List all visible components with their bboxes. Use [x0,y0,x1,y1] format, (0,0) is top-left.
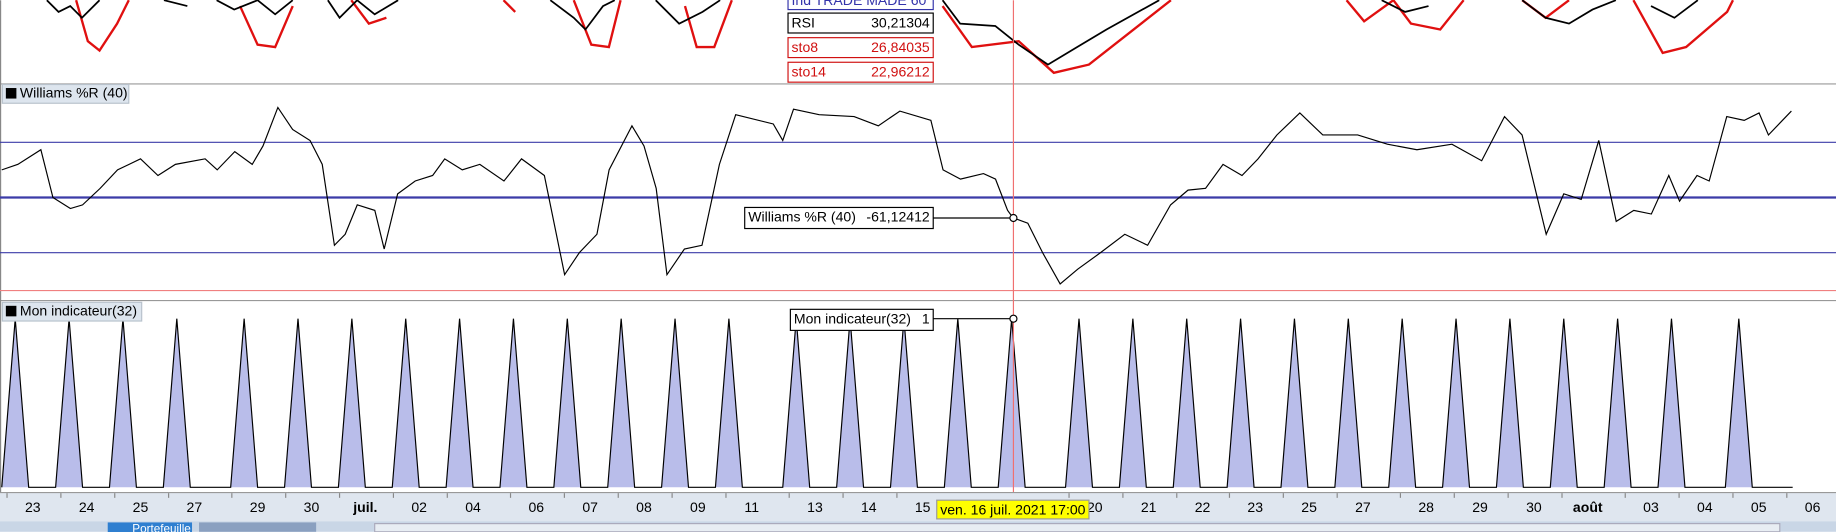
cursor-point [1009,213,1018,223]
rsi-line [46,0,1699,66]
legend-square [5,88,17,99]
x-tick-label: 23 [1247,499,1263,515]
x-tick-label: 28 [1418,499,1434,515]
indicator-label: Ind TRADE MADE 60 [792,0,927,8]
x-tick-label: 22 [1195,499,1211,515]
tooltip-value: 1 [922,311,930,327]
x-tick-label: 30 [1526,499,1542,515]
toolbar-button-label[interactable]: Portefeuille [132,523,190,532]
x-tick-label: 14 [861,499,877,515]
indicator-line [1,318,1793,488]
x-tick-label: 21 [1141,499,1157,515]
toolbar-icons[interactable] [199,522,317,532]
cursor-point [1009,314,1018,323]
x-tick-label: 27 [1355,499,1371,515]
cursor-date-box [936,499,1090,520]
tooltip-box [789,308,934,331]
toolbar-button[interactable] [107,522,193,532]
x-tick-label: 04 [465,499,481,515]
x-tick-label: 30 [304,499,320,515]
tooltip-box [787,0,934,11]
panel-title: Mon indicateur(32) [20,302,137,318]
tooltip-label: RSI [792,14,815,30]
x-tick-label: 25 [133,499,149,515]
x-axis-band [0,491,1836,522]
panel-title-box [1,301,143,322]
tooltip-label: sto14 [792,64,827,80]
x-tick-label: 23 [25,499,41,515]
x-tick-label: 15 [915,499,931,515]
tooltip-value: 26,84035 [871,39,930,55]
x-tick-label: 29 [1472,499,1488,515]
tooltip-label: Williams %R (40) [748,209,856,225]
panel-title: Williams %R (40) [20,85,128,101]
tooltip-box [787,37,934,59]
x-tick-label: 24 [79,499,95,515]
x-tick-label: 04 [1697,499,1713,515]
x-tick-label: 06 [528,499,544,515]
tooltip-label: Mon indicateur(32) [794,311,911,327]
x-tick-label: 09 [690,499,706,515]
top-tooltips: RSI 30,21304 sto8 26,84035 sto14 22,96212 [787,12,934,83]
x-tick-label: 07 [582,499,598,515]
x-tick-label: 13 [807,499,823,515]
x-tick-label: 02 [411,499,427,515]
top-oscillators [46,0,1735,75]
x-tick-label: juil. [352,499,377,515]
legend-square [5,305,17,317]
panel-title-box [1,83,130,104]
tooltip-label: sto8 [792,39,819,55]
x-tick-label: 05 [1751,499,1767,515]
x-tick-label: 11 [744,499,759,515]
x-tick-label: 03 [1643,499,1659,515]
tooltip-box [787,12,934,34]
x-tick-label: 27 [187,499,203,515]
tooltip-value: 22,96212 [871,64,930,80]
cursor-date: ven. 16 juil. 2021 17:00 [940,501,1085,517]
williams-panel [0,106,1836,292]
x-tick-label: août [1573,499,1603,515]
x-tick-label: 25 [1301,499,1317,515]
x-tick-label: 06 [1805,499,1821,515]
tooltip-box [744,206,934,230]
x-axis: 23 24 25 27 29 30 juil. 02 04 06 07 08 09 11 13 14 15 20 2… [6,493,1821,515]
tooltip-box [787,61,934,83]
x-tick-label: 20 [1087,499,1103,515]
x-tick-label: 29 [250,499,266,515]
tooltip-value: 30,21304 [871,14,930,30]
tooltip-value: -61,12412 [866,209,929,225]
scrollbar[interactable] [374,523,1781,532]
x-tick-label: 08 [636,499,652,515]
mon-indicateur-panel [1,318,1793,488]
williams-line [1,106,1792,285]
